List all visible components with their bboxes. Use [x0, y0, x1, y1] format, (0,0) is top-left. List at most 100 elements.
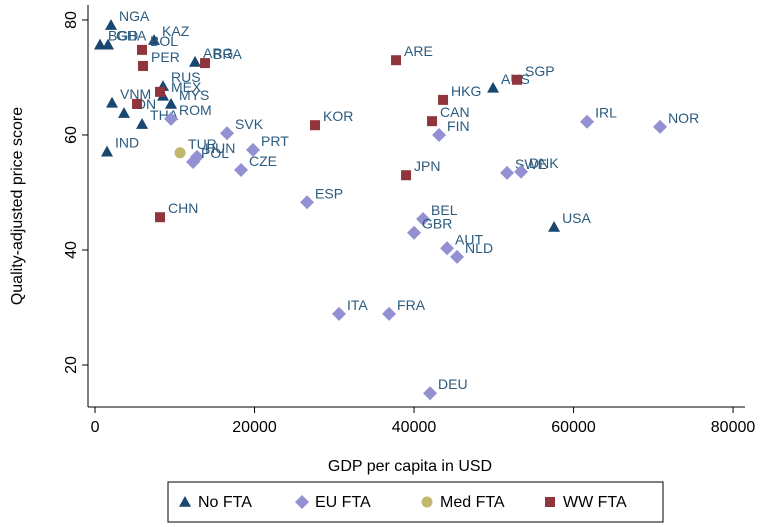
point-label: ESP — [315, 185, 343, 201]
marker-triangle — [148, 34, 161, 45]
marker-triangle — [118, 107, 131, 118]
marker-square — [137, 44, 148, 55]
marker-square — [310, 120, 321, 131]
marker-triangle — [105, 19, 118, 30]
point-label: NOR — [668, 110, 699, 126]
marker-triangle — [136, 118, 149, 129]
point-label: KOR — [323, 108, 353, 124]
point-label: HUN — [205, 140, 235, 156]
point-label: AUT — [455, 231, 483, 247]
legend-label: EU FTA — [315, 494, 371, 511]
marker-square — [401, 170, 412, 181]
marker-square — [512, 74, 523, 85]
y-tick-label: 40 — [63, 241, 80, 259]
x-tick-label: 80000 — [711, 419, 756, 436]
marker-diamond — [407, 225, 422, 240]
point-label: FIN — [447, 118, 470, 134]
point-label: NGA — [119, 8, 150, 24]
legend-symbol — [421, 496, 433, 508]
marker-diamond — [382, 306, 397, 321]
y-axis-title: Quality-adjusted price score — [9, 107, 26, 305]
point-label: RUS — [171, 69, 201, 85]
point-label: IRL — [595, 105, 617, 121]
y-tick-label: 60 — [63, 126, 80, 144]
marker-triangle — [102, 38, 115, 50]
marker-diamond — [416, 211, 431, 226]
x-tick-label: 60000 — [551, 419, 596, 436]
legend-label: No FTA — [198, 494, 252, 511]
marker-diamond — [186, 155, 201, 170]
marker-diamond — [500, 165, 515, 180]
marker-diamond — [234, 163, 249, 178]
marker-diamond — [246, 142, 261, 157]
legend-symbol — [295, 495, 309, 509]
point-label: BOL — [150, 33, 178, 49]
point-label: POL — [201, 145, 229, 161]
point-label: TUR — [188, 136, 217, 152]
point-label: DEU — [438, 376, 468, 392]
marker-square — [427, 116, 438, 127]
x-axis-title: GDP per capita in USD — [328, 458, 492, 475]
legend-label: Med FTA — [440, 494, 505, 511]
point-label: BRA — [213, 46, 242, 62]
point-label: IND — [115, 135, 139, 151]
marker-diamond — [220, 126, 235, 141]
x-tick-label: 40000 — [392, 419, 437, 436]
legend-symbol — [179, 496, 191, 507]
marker-diamond — [432, 127, 447, 142]
point-label: CHN — [168, 200, 198, 216]
point-label: VNM — [120, 86, 151, 102]
marker-diamond — [164, 111, 179, 126]
y-tick-label: 20 — [63, 356, 80, 374]
marker-square — [132, 98, 143, 109]
point-label: GBR — [422, 216, 452, 232]
point-label: ITA — [347, 297, 368, 313]
marker-diamond — [440, 241, 455, 256]
marker-triangle — [101, 145, 114, 157]
point-label: CAN — [440, 104, 470, 120]
marker-diamond — [300, 195, 315, 210]
marker-triangle — [487, 81, 500, 93]
point-label: MEX — [171, 79, 202, 95]
point-label: SGP — [525, 63, 555, 79]
point-label: ROM — [179, 102, 212, 118]
marker-circle — [174, 147, 186, 159]
marker-square — [200, 58, 211, 69]
point-label: JPN — [414, 158, 440, 174]
marker-diamond — [653, 119, 668, 134]
y-tick-label: 80 — [63, 11, 80, 29]
point-label: FRA — [397, 297, 426, 313]
point-label: DNK — [529, 155, 559, 171]
marker-triangle — [548, 220, 561, 232]
point-label: PER — [151, 49, 180, 65]
point-label: CZE — [249, 153, 277, 169]
point-label: MYS — [179, 87, 209, 103]
marker-square — [155, 86, 166, 97]
marker-square — [391, 55, 402, 66]
marker-diamond — [514, 164, 529, 179]
marker-triangle — [106, 96, 119, 108]
marker-triangle — [189, 55, 202, 67]
point-label: NLD — [465, 240, 493, 256]
point-label: ARG — [203, 45, 233, 61]
point-label: SVK — [235, 116, 264, 132]
point-label: HKG — [451, 83, 481, 99]
point-label: ARE — [404, 43, 433, 59]
legend-label: WW FTA — [563, 494, 627, 511]
marker-diamond — [332, 306, 347, 321]
marker-square — [438, 94, 449, 105]
marker-square — [155, 212, 166, 223]
point-label: USA — [562, 210, 591, 226]
legend-box — [167, 481, 664, 523]
point-label: GHA — [116, 28, 147, 44]
point-label: BEL — [431, 202, 458, 218]
x-tick-label: 20000 — [232, 419, 277, 436]
point-label: BGD — [108, 28, 138, 44]
marker-square — [138, 60, 149, 71]
point-label: PRT — [261, 133, 289, 149]
marker-diamond — [450, 249, 465, 264]
point-label: KAZ — [162, 23, 190, 39]
x-tick-label: 0 — [91, 419, 100, 436]
marker-triangle — [94, 38, 107, 50]
